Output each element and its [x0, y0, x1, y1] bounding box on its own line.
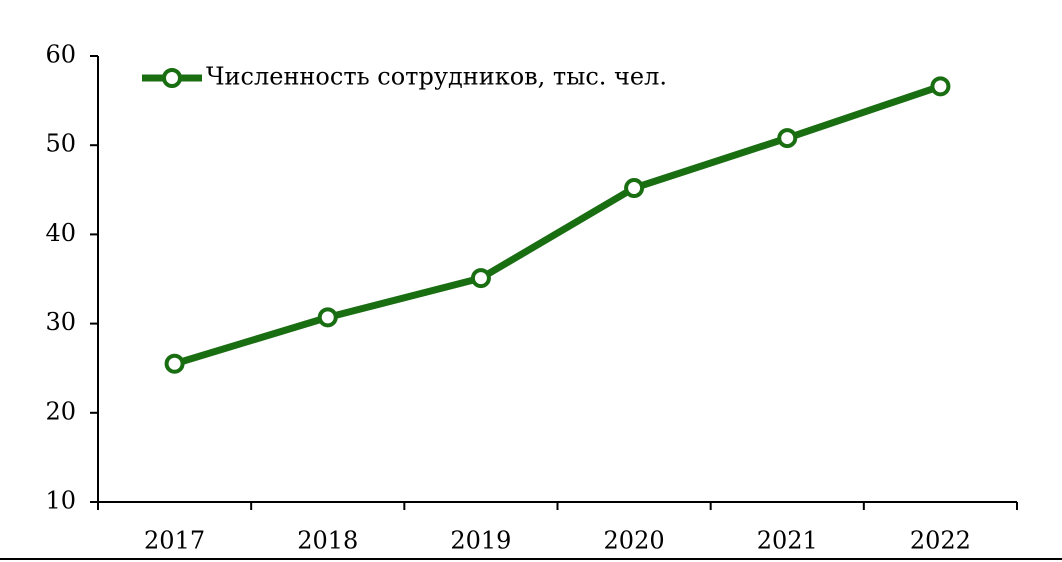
- x-tick-label: 2020: [604, 527, 665, 555]
- x-tick-label: 2022: [910, 527, 971, 555]
- y-tick-label: 60: [45, 41, 76, 69]
- marker: [624, 178, 645, 199]
- x-tick-label: 2021: [757, 527, 818, 555]
- y-tick-label: 50: [45, 130, 76, 158]
- x-tick-label: 2017: [144, 527, 205, 555]
- marker: [470, 268, 491, 289]
- legend-label: Численность сотрудников, тыс. чел.: [206, 63, 667, 91]
- y-tick-label: 20: [45, 397, 76, 425]
- marker: [777, 128, 798, 149]
- marker: [930, 76, 951, 97]
- line: [173, 83, 942, 368]
- x-tick-label: 2018: [297, 527, 358, 555]
- y-tick-label: 10: [45, 487, 76, 515]
- legend-marker: [162, 68, 182, 88]
- x-tick-label: 2019: [450, 527, 511, 555]
- marker: [317, 307, 338, 328]
- marker: [164, 353, 185, 374]
- y-tick-label: 30: [45, 308, 76, 336]
- y-tick-label: 40: [45, 219, 76, 247]
